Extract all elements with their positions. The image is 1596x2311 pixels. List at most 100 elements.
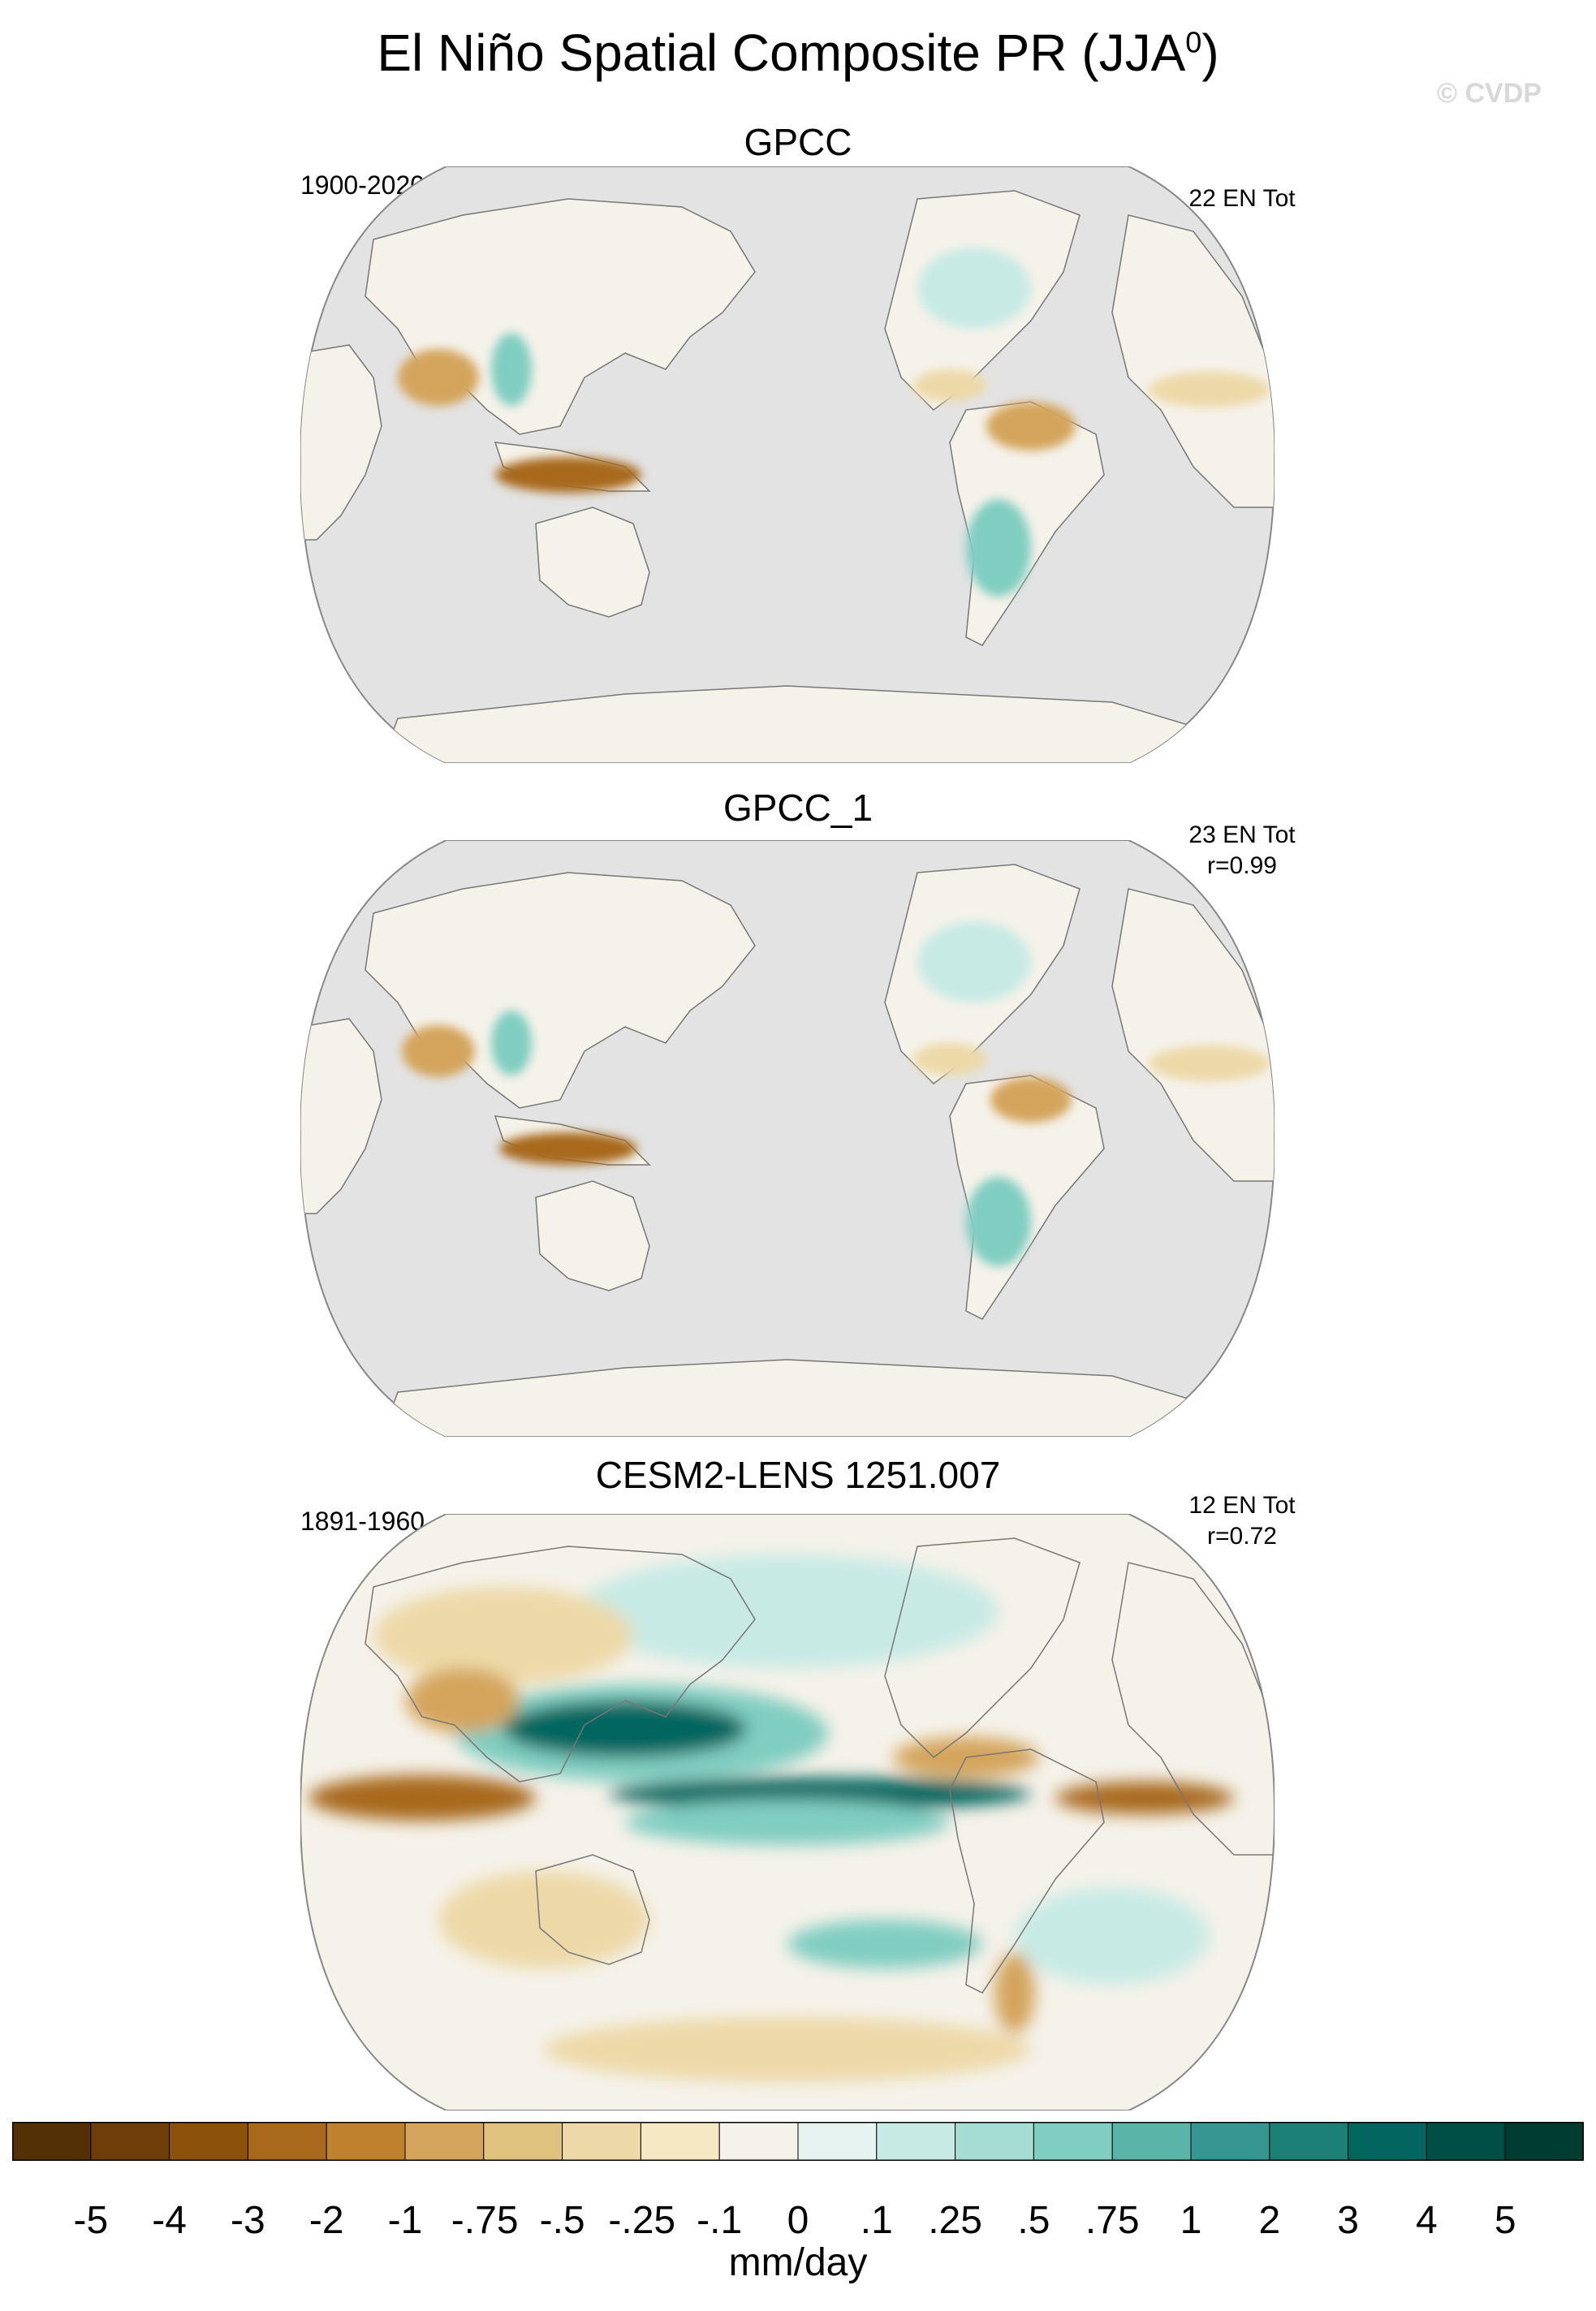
map-3-eurasia-outline (364, 1546, 756, 1783)
colorbar-tick-label: -1 (387, 2199, 423, 2242)
map-3-africa-outline (1111, 1562, 1275, 1856)
map-1-anomaly-north-america (917, 248, 1031, 329)
colorbar-swatch (169, 2122, 248, 2161)
map-3-anomaly-australia (438, 1871, 649, 1968)
colorbar-tick-label: .75 (1085, 2199, 1140, 2242)
colorbar-tick-label: -.25 (608, 2199, 676, 2242)
colorbar-swatch (718, 2122, 799, 2161)
colorbar-tick-label: .25 (928, 2199, 982, 2242)
map-1-antarctica (380, 685, 1194, 763)
map-2-anomaly-indonesia (499, 1132, 637, 1165)
colorbar-tick-label: 5 (1494, 2199, 1516, 2242)
colorbar-swatch (876, 2122, 956, 2161)
map-2-anomaly-southeast-sa (966, 1177, 1031, 1266)
map-gpcc-1 (300, 840, 1275, 1437)
colorbar-swatch (12, 2122, 92, 2161)
colorbar-swatch (247, 2122, 327, 2161)
figure-title: El Niño Spatial Composite PR (JJA0) (377, 24, 1219, 82)
colorbar-tick-label: 1 (1180, 2199, 1202, 2242)
colorbar-unit: mm/day (728, 2241, 868, 2284)
map-3-anomaly-westpac-core (503, 1701, 747, 1757)
colorbar-tick-label: -2 (308, 2199, 344, 2242)
panel-2-stats: 23 EN Tot r=0.99 (1137, 820, 1348, 882)
map-1-africa-east (1111, 214, 1275, 508)
map-3-anomaly-north-pacific (576, 1554, 999, 1668)
colorbar-tick-label: -.5 (539, 2199, 585, 2242)
colorbar-swatch (1504, 2122, 1584, 2161)
colorbar-swatch (404, 2122, 485, 2161)
colorbar-swatch (1269, 2122, 1349, 2161)
panel-3-stats: 12 EN Tot r=0.72 (1137, 1490, 1348, 1552)
map-1-anomaly-sahel (1149, 372, 1270, 407)
panel-3-period: 1891-1960 (300, 1507, 425, 1536)
panel-2-count-label: 23 EN Tot (1188, 821, 1296, 848)
map-3-australia-outline (535, 1854, 650, 1965)
colorbar-swatch (562, 2122, 641, 2161)
colorbar-tick-label: -4 (152, 2199, 187, 2242)
map-2-anomaly-central-america (913, 1043, 986, 1076)
colorbar-tick-label: -3 (231, 2199, 265, 2242)
map-1-anomaly-southeast-sa (966, 499, 1031, 597)
colorbar-tick-label: -.75 (451, 2199, 519, 2242)
panel-3-corr-label: r=0.72 (1207, 1523, 1277, 1550)
colorbar-swatch (1426, 2122, 1506, 2161)
map-2-anomaly-eastasia (491, 1011, 532, 1076)
colorbar-swatch (640, 2122, 720, 2161)
panel-3-title: CESM2-LENS 1251.007 (595, 1454, 1001, 1496)
map-2-anomaly-india (402, 1025, 475, 1077)
colorbar (12, 2122, 1584, 2161)
map-3-south-america-outline (949, 1748, 1105, 1994)
map-3-anomaly-southern-ocean (544, 2017, 1031, 2082)
map-3-anomaly-south-atlantic (1015, 1887, 1210, 1985)
colorbar-swatch (483, 2122, 563, 2161)
map-2-africa-east (1111, 888, 1275, 1182)
map-1-anomaly-india (398, 349, 479, 406)
panel-2-title: GPCC_1 (723, 787, 873, 829)
panel-3-count-label: 12 EN Tot (1188, 1492, 1296, 1519)
map-2-anomaly-amazon (990, 1077, 1072, 1123)
colorbar-tick-label: .5 (1017, 2199, 1050, 2242)
colorbar-border (12, 2122, 1584, 2161)
map-cesm2-lens (300, 1514, 1275, 2111)
colorbar-tick-label: 2 (1258, 2199, 1281, 2242)
panel-1-count: 22 EN Tot (1137, 183, 1348, 214)
colorbar-tick-label: 4 (1416, 2199, 1438, 2242)
map-1-anomaly-eastasia (491, 333, 532, 406)
map-2-anomaly-north-america (917, 921, 1031, 1002)
map-3-anomaly-indian-ocean (308, 1775, 536, 1821)
colorbar-tick-label: .1 (860, 2199, 893, 2242)
colorbar-tick-label: 0 (787, 2199, 809, 2242)
colorbar-tick-label: 3 (1337, 2199, 1359, 2242)
map-3-anomaly-south-pacific (787, 1920, 982, 1968)
colorbar-swatch (1033, 2122, 1113, 2161)
map-2-antarctica (380, 1359, 1194, 1437)
map-3-north-america-outline (884, 1537, 1081, 1758)
panel-1-count-label: 22 EN Tot (1188, 185, 1296, 212)
colorbar-swatch (1111, 2122, 1192, 2161)
map-gpcc (300, 166, 1275, 763)
colorbar-swatch (1190, 2122, 1270, 2161)
map-3-anomaly-patagonia (994, 1952, 1035, 2033)
panel-1-title: GPCC (744, 121, 852, 163)
map-2-anomaly-sahel (1149, 1046, 1270, 1081)
colorbar-swatch (955, 2122, 1034, 2161)
colorbar-labels: -5 -4 -3 -2 -1 -.75 -.5 -.25 -.1 0 .1 .25 .5 .75 1 2 3 4 5 (0, 2198, 1596, 2247)
map-3-anomaly-arabia (406, 1668, 520, 1733)
map-3-anomaly-atlantic (1055, 1782, 1234, 1814)
colorbar-tick-label: -5 (73, 2199, 109, 2242)
map-2-africa-west (300, 1018, 382, 1214)
colorbar-swatch (1348, 2122, 1427, 2161)
colorbar-swatch (90, 2122, 170, 2161)
map-1-anomaly-central-america (913, 369, 986, 402)
map-2-australia (535, 1180, 650, 1291)
map-1-anomaly-amazon (986, 402, 1076, 451)
map-1-africa-west (300, 344, 382, 541)
cvdp-watermark: © CVDP (1437, 78, 1542, 109)
panel-2-corr-label: r=0.99 (1207, 852, 1277, 879)
map-3-anomaly-asia (373, 1587, 633, 1684)
colorbar-swatch (326, 2122, 406, 2161)
map-1-anomaly-indonesia (495, 457, 641, 493)
colorbar-swatch (797, 2122, 878, 2161)
map-3-anomaly-central-pacific (625, 1800, 950, 1845)
colorbar-tick-label: -.1 (697, 2199, 743, 2242)
